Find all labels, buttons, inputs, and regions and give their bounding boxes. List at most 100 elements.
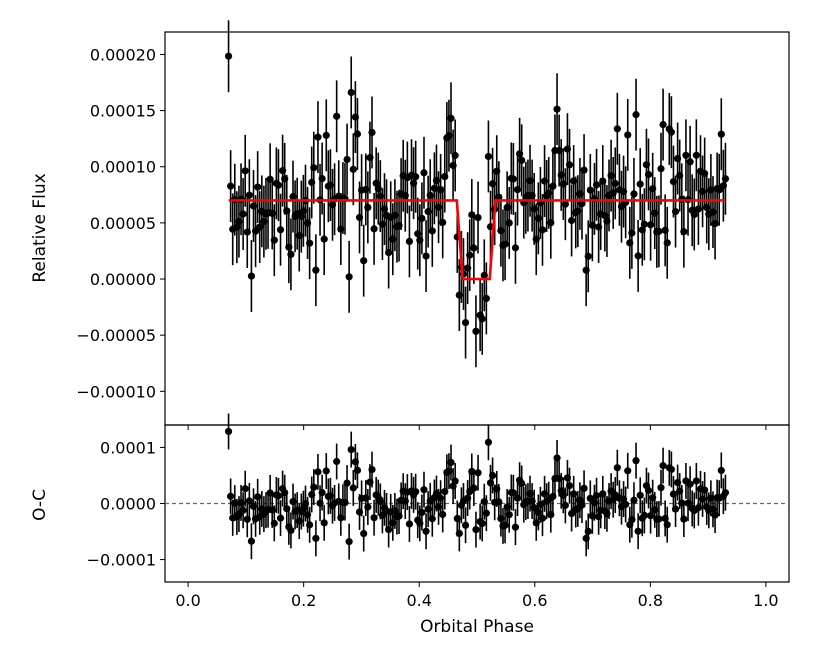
- y-tick-label: 0.0000: [100, 495, 156, 514]
- flux-y-axis-label: Relative Flux: [30, 173, 50, 282]
- data-point: [322, 467, 330, 475]
- data-point: [245, 191, 253, 199]
- x-tick-label: 0.0: [175, 591, 200, 610]
- data-point: [624, 131, 632, 139]
- data-point: [451, 151, 459, 160]
- data-point: [470, 484, 478, 492]
- x-tick-label: 1.0: [753, 591, 778, 610]
- data-point: [370, 514, 378, 522]
- data-point: [422, 252, 430, 260]
- y-tick-label: −0.0001: [87, 551, 156, 570]
- data-point: [306, 239, 314, 247]
- data-point: [447, 458, 455, 467]
- data-point: [274, 181, 283, 189]
- data-point: [518, 156, 526, 164]
- data-point: [318, 488, 326, 497]
- data-point: [667, 128, 675, 136]
- data-point: [422, 527, 430, 535]
- y-tick-label: 0.00010: [90, 158, 156, 177]
- data-point: [580, 166, 588, 174]
- data-point: [241, 167, 249, 175]
- data-point: [580, 484, 588, 492]
- data-point: [682, 151, 690, 159]
- data-point: [611, 179, 619, 188]
- data-point: [360, 529, 368, 538]
- data-point: [474, 213, 482, 222]
- data-point: [466, 251, 474, 259]
- data-point: [320, 519, 328, 527]
- data-point: [420, 169, 428, 177]
- data-point: [478, 519, 486, 527]
- data-point: [322, 131, 330, 139]
- data-point: [538, 226, 547, 234]
- transit-model-line: [228, 199, 726, 281]
- data-point: [657, 484, 665, 492]
- data-point: [613, 125, 621, 133]
- data-point: [368, 465, 376, 474]
- data-point: [347, 445, 355, 454]
- data-point: [657, 165, 665, 173]
- data-point: [439, 510, 447, 519]
- y-tick-label: 0.0001: [100, 438, 156, 457]
- data-point: [628, 229, 636, 237]
- data-point: [412, 488, 420, 496]
- data-point: [360, 257, 368, 265]
- data-point: [659, 120, 667, 129]
- y-tick-label: 0.00015: [90, 102, 156, 121]
- data-point: [686, 158, 694, 166]
- data-point: [561, 200, 569, 208]
- data-point: [347, 88, 355, 97]
- data-point: [592, 492, 601, 500]
- data-point: [553, 454, 561, 462]
- data-point: [247, 272, 256, 280]
- data-point: [241, 485, 249, 493]
- data-point: [345, 273, 353, 281]
- data-point: [254, 183, 262, 191]
- data-point: [511, 523, 520, 531]
- data-point: [227, 492, 235, 500]
- data-point: [274, 492, 283, 500]
- data-point: [622, 500, 630, 509]
- data-point: [306, 521, 314, 529]
- data-point: [680, 228, 688, 236]
- data-point: [353, 130, 362, 138]
- data-point: [418, 508, 426, 517]
- data-point: [270, 236, 278, 244]
- data-point: [474, 469, 482, 477]
- data-point: [451, 477, 459, 485]
- data-point: [565, 161, 574, 169]
- data-point: [428, 515, 436, 523]
- data-point: [239, 506, 247, 514]
- data-point: [644, 486, 653, 495]
- residuals-panel: −0.0001 0.0000 0.0001 0.0 0.2 0.4 0.6 0.8 1.0: [87, 413, 790, 610]
- data-point: [692, 477, 700, 485]
- data-point: [613, 464, 621, 472]
- data-point: [634, 252, 642, 260]
- flux-panel: −0.00010 −0.00005 0.00000 0.00005 0.00010 0.0…: [76, 20, 790, 430]
- data-point: [224, 52, 233, 60]
- data-point: [686, 480, 694, 488]
- data-point: [472, 526, 480, 534]
- x-tick-label: 0.4: [406, 591, 431, 610]
- data-point: [644, 170, 653, 179]
- y-tick-label: 0.00020: [90, 45, 156, 64]
- data-point: [624, 467, 632, 475]
- data-point: [343, 479, 351, 487]
- data-point: [345, 538, 353, 546]
- data-point: [553, 105, 561, 113]
- data-point: [461, 521, 470, 529]
- x-tick-label: 0.6: [522, 591, 547, 610]
- y-tick-label: 0.00000: [90, 270, 156, 289]
- data-point: [584, 252, 592, 260]
- data-point: [692, 151, 700, 159]
- data-point: [663, 239, 671, 247]
- data-point: [511, 244, 520, 252]
- data-point: [640, 220, 648, 228]
- data-point: [518, 479, 526, 488]
- data-point: [472, 327, 480, 335]
- data-point: [488, 471, 497, 480]
- data-point: [312, 266, 320, 274]
- data-point: [482, 294, 490, 303]
- data-point: [640, 511, 648, 520]
- x-axis-label: Orbital Phase: [420, 617, 534, 637]
